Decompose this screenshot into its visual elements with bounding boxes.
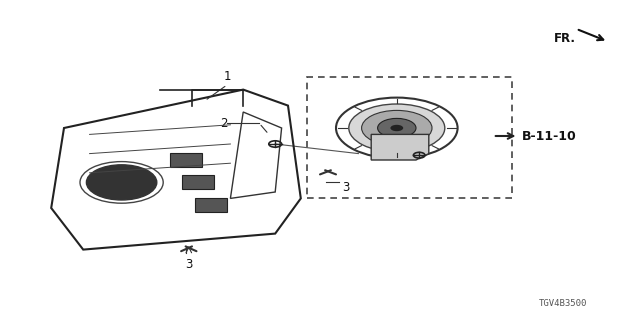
Bar xyxy=(170,153,202,167)
Text: FR.: FR. xyxy=(554,32,576,45)
Circle shape xyxy=(86,165,157,200)
Bar xyxy=(195,198,227,212)
Text: 3: 3 xyxy=(185,258,193,271)
Text: B-11-10: B-11-10 xyxy=(522,130,577,142)
Circle shape xyxy=(390,125,403,131)
Text: TGV4B3500: TGV4B3500 xyxy=(539,300,588,308)
Text: 1: 1 xyxy=(223,70,231,83)
Circle shape xyxy=(349,104,445,152)
Circle shape xyxy=(362,110,432,146)
Text: 2: 2 xyxy=(220,117,227,130)
Bar xyxy=(182,175,214,189)
Circle shape xyxy=(378,118,416,138)
Text: 3: 3 xyxy=(342,181,350,194)
Polygon shape xyxy=(371,134,429,160)
